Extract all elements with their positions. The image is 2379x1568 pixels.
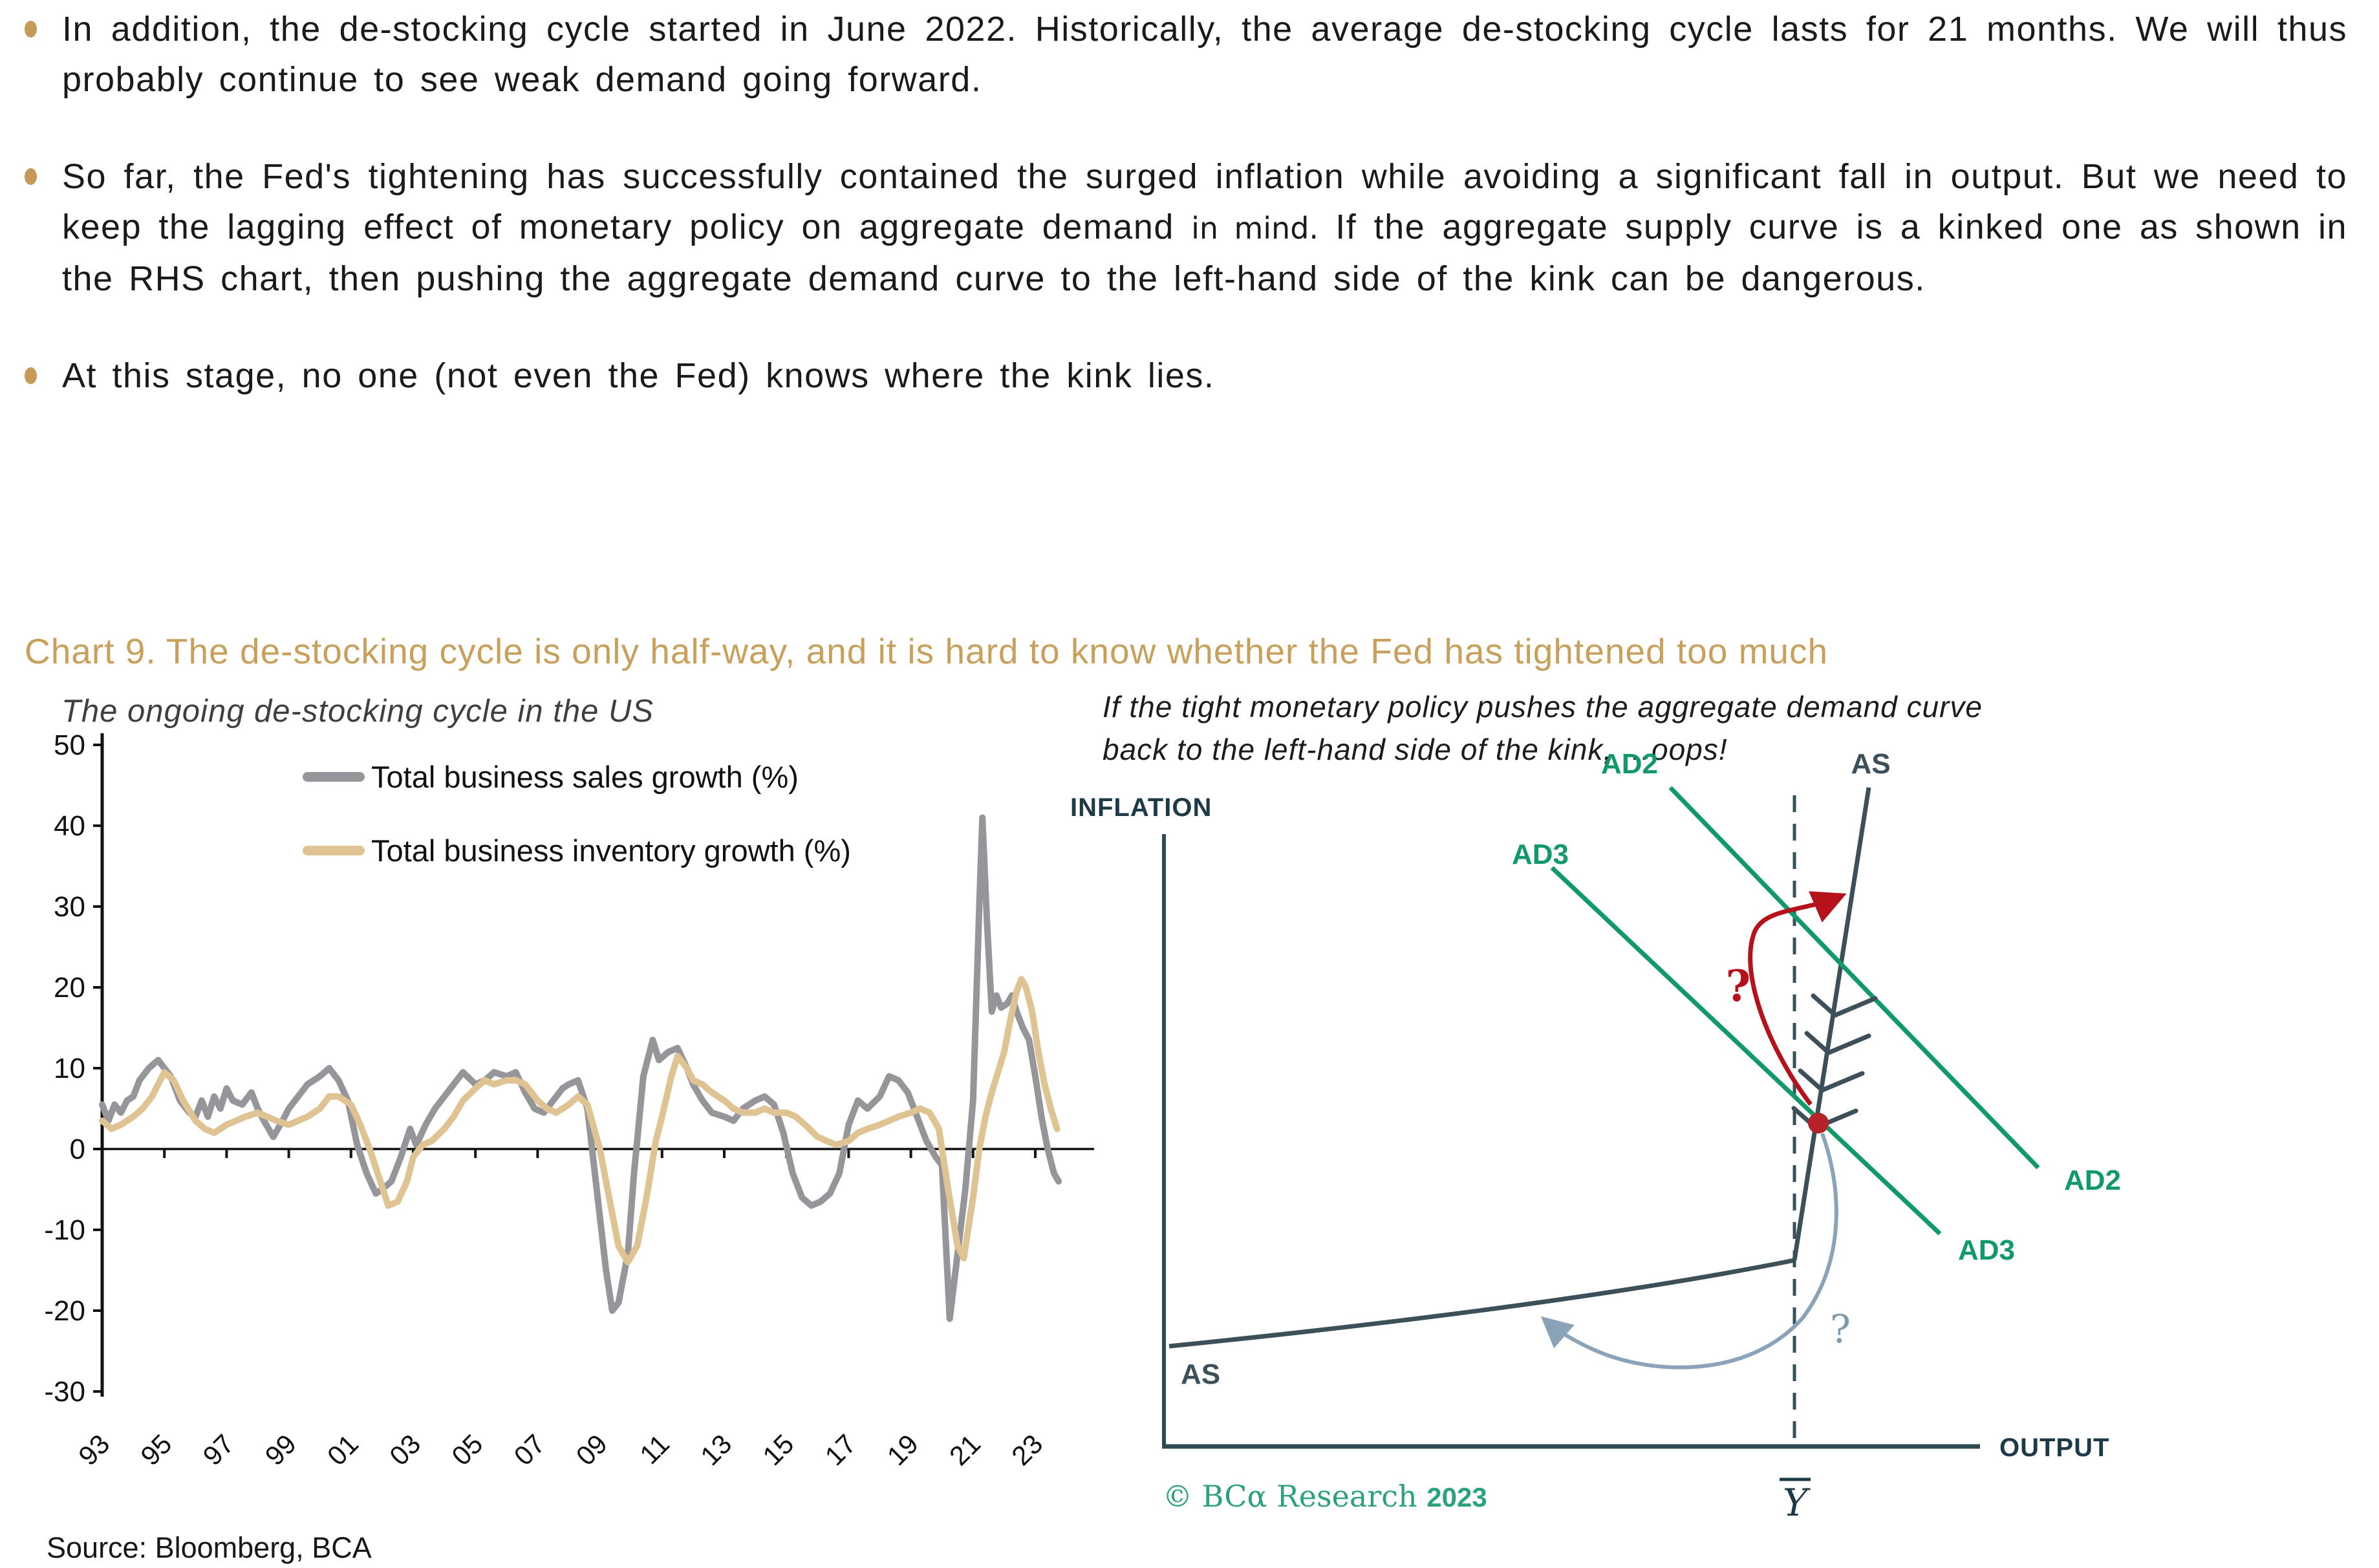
output-axis-label: OUTPUT — [1999, 1434, 2109, 1462]
ad3-curve — [1550, 866, 1942, 1236]
as-curve-steep-segment — [1792, 787, 1871, 1261]
left-chart-series — [99, 814, 1062, 1322]
ad2-curve — [1668, 786, 2040, 1170]
x-tick-label: 09 — [570, 1428, 613, 1471]
bullet-item-1: In addition, the de-stocking cycle start… — [19, 4, 2347, 105]
ad3-label-top: AD3 — [1512, 839, 1569, 870]
x-tick-label: 11 — [634, 1428, 675, 1470]
ad3-label-end: AD3 — [1958, 1234, 2015, 1266]
x-tick-label: 03 — [383, 1428, 426, 1471]
y-tick-label: 10 — [54, 1053, 85, 1084]
legend-label-sales: Total business sales growth (%) — [371, 759, 799, 794]
left-chart-subtitle: The ongoing de-stocking cycle in the US — [61, 694, 654, 729]
series-line — [99, 976, 1060, 1265]
blue-back-arrow — [1540, 1132, 1838, 1369]
x-tick-label: 21 — [943, 1428, 986, 1471]
red-up-arrow — [1748, 891, 1847, 1106]
bullet-dot-icon — [25, 21, 37, 38]
y-tick-label: -30 — [44, 1376, 85, 1408]
as-curve-flat-segment — [1168, 1258, 1795, 1349]
series-line — [99, 814, 1062, 1322]
bullet-item-2: So far, the Fed's tightening has success… — [19, 151, 2347, 304]
x-tick-label: 93 — [72, 1428, 115, 1471]
right-subtitle-line1: If the tight monetary policy pushes the … — [1103, 690, 1983, 724]
bullet-list: In addition, the de-stocking cycle start… — [19, 4, 2347, 447]
right-subtitle-line2: back to the left-hand side of the kink, … — [1103, 733, 1728, 766]
x-tick-label: 17 — [819, 1428, 861, 1471]
x-tick-label: 01 — [321, 1428, 364, 1471]
chart-9-title: Chart 9. The de-stocking cycle is only h… — [25, 631, 1829, 671]
legend-label-inventory: Total business inventory growth (%) — [371, 833, 851, 868]
bullet-2-text-b: If the aggregate supply curve is a kinke… — [62, 208, 2347, 298]
y-tick-label: 40 — [54, 810, 85, 842]
x-tick-label: 97 — [197, 1428, 239, 1471]
kink-equilibrium-dot — [1808, 1113, 1829, 1133]
destocking-line-chart: 50 40 30 20 10 0 -10 -20 -30 93 95 97 99 01 03 05 07 09 11… — [44, 729, 1094, 1471]
x-tick-label: 99 — [259, 1428, 302, 1471]
bullet-1-text: In addition, the de-stocking cycle start… — [62, 10, 2347, 99]
bullet-2-text-mind: in mind. — [1191, 211, 1319, 246]
copyright-note: © BCα Research 2023 — [1163, 1479, 1487, 1514]
x-tick-label: 13 — [694, 1428, 737, 1471]
x-tick-label: 19 — [881, 1428, 924, 1471]
x-tick-label: 07 — [508, 1428, 550, 1471]
copyright-brand: © BCα Research — [1163, 1479, 1426, 1514]
blue-question-mark: ? — [1830, 1307, 1851, 1352]
bullet-2-text-a: So far, the Fed's tightening has success… — [62, 157, 2347, 246]
inventory-line-swatch-icon — [303, 845, 365, 855]
ybar-label: Y — [1783, 1481, 1811, 1525]
legend-row-sales: Total business sales growth (%) — [303, 758, 851, 795]
bullet-3-text: At this stage, no one (not even the Fed)… — [62, 356, 1215, 395]
x-tick-label: 23 — [1006, 1428, 1048, 1471]
bullet-item-3: At this stage, no one (not even the Fed)… — [19, 350, 2347, 401]
red-question-mark: ? — [1726, 961, 1751, 1011]
left-chart-legend: Total business sales growth (%) Total bu… — [303, 758, 851, 905]
x-tick-label: 95 — [135, 1428, 177, 1471]
y-tick-label: 50 — [54, 729, 85, 761]
bullet-dot-icon — [25, 168, 37, 185]
bullet-dot-icon — [25, 367, 37, 384]
inflation-axis-label: INFLATION — [1070, 793, 1212, 822]
y-tick-label: 0 — [70, 1133, 85, 1165]
y-tick-label: 30 — [54, 891, 85, 923]
y-tick-label: 20 — [54, 972, 85, 1004]
legend-row-inventory: Total business inventory growth (%) — [303, 832, 851, 869]
y-tick-label: -20 — [44, 1295, 85, 1327]
copyright-year: 2023 — [1426, 1482, 1487, 1512]
sales-line-swatch-icon — [303, 771, 365, 782]
x-tick-label: 05 — [446, 1428, 488, 1471]
source-note: Source: Bloomberg, BCA — [47, 1531, 372, 1564]
ad2-label-end: AD2 — [2064, 1165, 2121, 1196]
as-label-top: AS — [1851, 748, 1890, 780]
x-tick-label: 15 — [757, 1428, 799, 1471]
ad2-label-top: AD2 — [1601, 748, 1658, 780]
y-tick-label: -10 — [44, 1214, 85, 1246]
as-ad-kink-diagram: INFLATION OUTPUT AS AS AD2 AD2 AD3 AD3 ?… — [1070, 748, 2121, 1525]
as-label-bottom: AS — [1181, 1359, 1220, 1390]
right-diagram-subtitle: If the tight monetary policy pushes the … — [1103, 685, 2234, 771]
